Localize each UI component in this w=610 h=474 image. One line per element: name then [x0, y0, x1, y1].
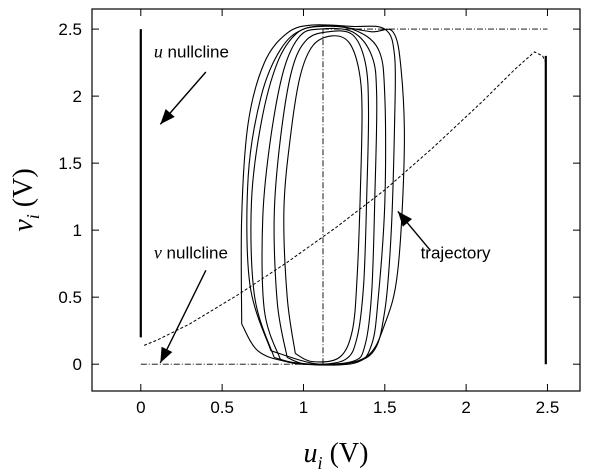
trajectory-loop — [240, 24, 396, 366]
trajectory-loop — [273, 30, 370, 365]
y-tick-label: 0.5 — [58, 288, 82, 307]
trajectory-loop — [250, 25, 387, 366]
y-tick-label: 2.5 — [58, 20, 82, 39]
annotation-arrow-head — [160, 109, 175, 125]
x-axis-title: ui (V) — [304, 438, 369, 473]
x-tick-label: 2 — [461, 398, 470, 417]
trajectory-loop — [246, 25, 405, 366]
trajectory-loop — [283, 35, 363, 363]
annotations: u nullcline v nullcline trajectory — [154, 41, 491, 364]
x-tick-label: 0.5 — [210, 398, 234, 417]
trajectory-loop — [261, 27, 378, 365]
y-tick-label: 0 — [73, 355, 82, 374]
plot-area — [139, 24, 548, 366]
v-nullcline-label: v nullcline — [154, 242, 228, 262]
y-tick-label: 1 — [73, 221, 82, 240]
trajectory-label: trajectory — [421, 243, 491, 262]
x-tick-label: 1 — [299, 398, 308, 417]
y-axis-title: vi (V) — [8, 168, 43, 231]
v-nullcline-line — [143, 51, 547, 346]
y-tick-label: 2 — [73, 87, 82, 106]
y-tick-label: 1.5 — [58, 154, 82, 173]
x-tick-label: 0 — [136, 398, 145, 417]
x-tick-label: 2.5 — [536, 398, 560, 417]
annotation-arrow-head — [397, 211, 413, 227]
u-nullcline-label: u nullcline — [154, 41, 229, 61]
x-tick-label: 1.5 — [373, 398, 397, 417]
annotation-arrow-shaft — [159, 270, 207, 364]
plot-frame — [91, 8, 581, 392]
annotation-arrow-head — [160, 346, 173, 363]
axes: 0 0.5 1 1.5 2 2.5 0 0.5 1 1.5 2 2.5 — [58, 8, 581, 417]
